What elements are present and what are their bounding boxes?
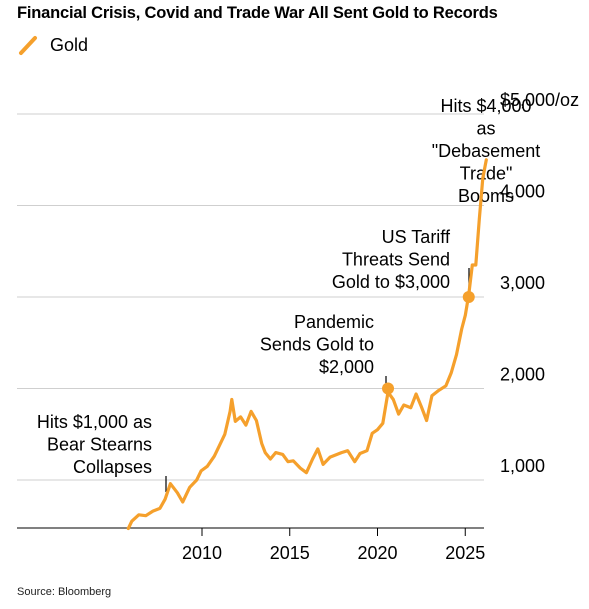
- annotation-3-line-1: US Tariff: [382, 227, 451, 247]
- annotation-markers: [382, 291, 475, 395]
- annotation-3-line-2: Threats Send: [342, 250, 450, 270]
- y-tick-label-1000: 1,000: [500, 456, 545, 476]
- annotation-1-line-1: Hits $1,000 as: [37, 412, 152, 432]
- chart-title: Financial Crisis, Covid and Trade War Al…: [17, 4, 498, 22]
- y-tick-label-5000: $5,000/oz: [500, 90, 579, 110]
- annotation-4-line-4: Trade": [460, 164, 513, 184]
- gridlines: [17, 113, 484, 481]
- annotation-3-line-3: Gold to $3,000: [332, 272, 450, 292]
- x-tick-label-2015: 2015: [270, 543, 310, 563]
- series-layer: [126, 158, 488, 531]
- y-tick-label-2000: 2,000: [500, 365, 545, 385]
- annotation-4: Hits $4,000 as"Debasement Trade"Booms: [432, 96, 540, 206]
- annotation-2-line-3: $2,000: [319, 357, 374, 377]
- source-note: Source: Bloomberg: [17, 586, 112, 598]
- y-axis-tick-labels: 1,000 2,000 3,000 4,000 $5,000/oz: [500, 90, 579, 476]
- annotation-3-marker: [462, 291, 475, 303]
- annotation-4-line-2: as: [476, 119, 495, 139]
- legend: Gold: [18, 34, 88, 56]
- annotation-4-line-5: Booms: [458, 186, 514, 206]
- annotation-2-line-1: Pandemic: [294, 312, 374, 332]
- annotation-1-line-2: Bear Stearns: [47, 435, 152, 455]
- x-axis: 2010 2015 2020 2025: [17, 527, 485, 563]
- x-tick-label-2025: 2025: [445, 543, 485, 563]
- x-tick-label-2010: 2010: [182, 543, 222, 563]
- series-line-gold: [126, 158, 488, 531]
- y-tick-label-3000: 3,000: [500, 273, 545, 293]
- annotation-2-marker: [382, 382, 395, 395]
- x-tick-label-2020: 2020: [357, 543, 397, 563]
- annotation-2: Pandemic Sends Gold to$2,000: [260, 312, 387, 386]
- legend-gold-swatch-icon: [19, 36, 37, 55]
- annotation-1-line-3: Collapses: [73, 457, 152, 477]
- annotation-4-line-3: "Debasement: [432, 141, 540, 161]
- annotation-4-line-1: Hits $4,000: [440, 96, 531, 116]
- annotation-2-line-2: Sends Gold to: [260, 335, 374, 355]
- y-tick-label-4000: 4,000: [500, 182, 545, 202]
- legend-label-gold: Gold: [50, 34, 89, 55]
